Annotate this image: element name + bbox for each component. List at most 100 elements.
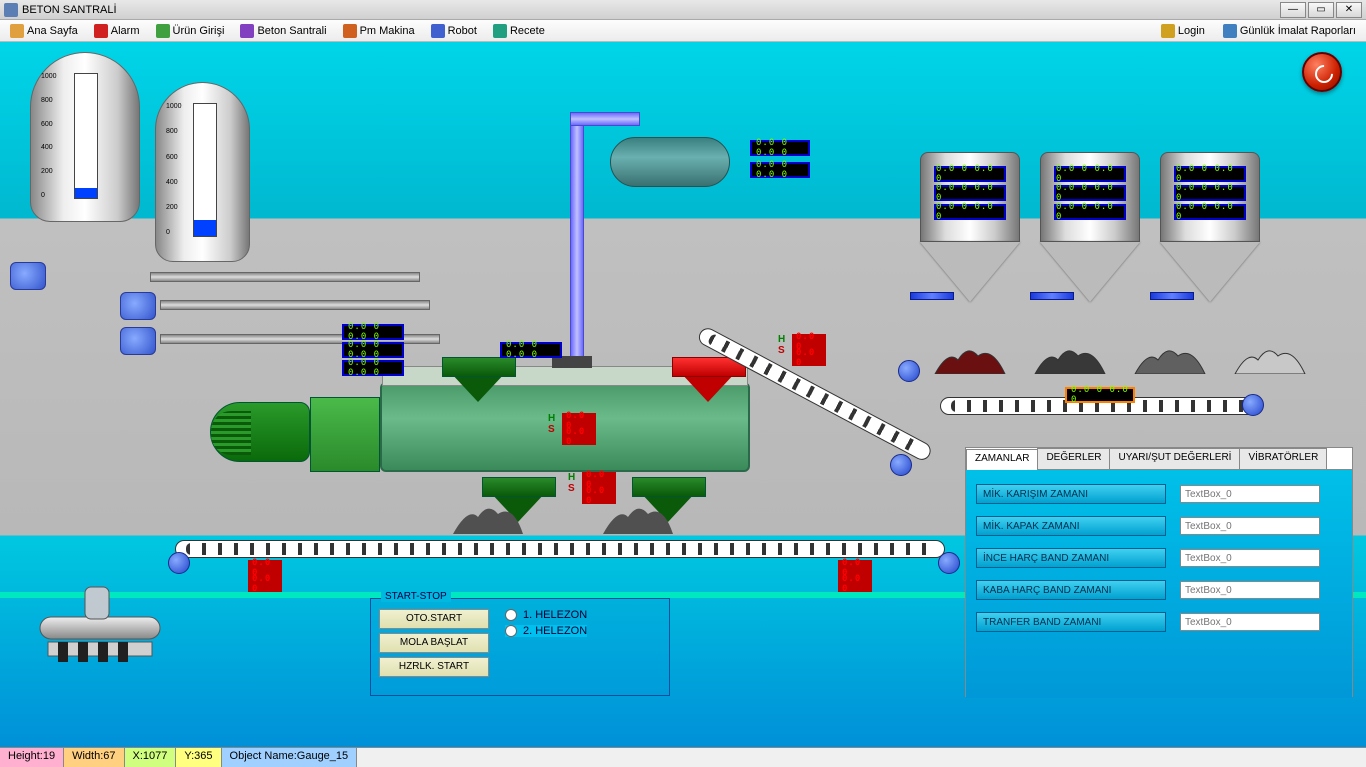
menu-item-5[interactable]: Robot (427, 22, 481, 40)
mixer-readout-1: 0.0 0 0.0 0 (342, 324, 404, 340)
form-label-0[interactable]: MİK. KARIŞIM ZAMANI (976, 484, 1166, 504)
silo-2: 0.0 0 0.0 0 0.0 0 0.0 0 0.0 0 0.0 0 (1040, 152, 1140, 302)
tab-body: MİK. KARIŞIM ZAMANI MİK. KAPAK ZAMANI İN… (966, 470, 1352, 698)
aggregate-pile-2 (1030, 342, 1110, 374)
status-bar: Height:19 Width:67 X:1077 Y:365 Object N… (0, 747, 1366, 767)
menu-icon (156, 24, 170, 38)
menu-item-3[interactable]: Beton Santrali (236, 22, 330, 40)
valve-2 (1030, 292, 1074, 300)
conv-readout-l2: 0.0 0 (248, 576, 282, 592)
conv-readout-r2: 0.0 0 (838, 576, 872, 592)
menu-right-1[interactable]: Günlük İmalat Raporları (1219, 22, 1360, 40)
minimize-button[interactable]: — (1280, 2, 1306, 18)
pile-under-2 (598, 502, 678, 534)
motor (210, 402, 310, 462)
aggregate-pile-4 (1230, 342, 1310, 374)
settings-panel: ZAMANLARDEĞERLERUYARI/ŞUT DEĞERLERİVİBRA… (965, 447, 1353, 697)
ss-button-1[interactable]: MOLA BAŞLAT (379, 633, 489, 653)
mixer-readout-3: 0.0 0 0.0 0 (342, 360, 404, 376)
close-button[interactable]: ✕ (1336, 2, 1362, 18)
window-title: BETON SANTRALİ (22, 4, 117, 16)
hs-label-1: HS (548, 413, 555, 435)
hs-readout-3s: 0.0 0 (792, 350, 826, 366)
form-input-0[interactable] (1180, 485, 1320, 503)
menu-icon (1223, 24, 1237, 38)
roller-m1 (168, 552, 190, 574)
menu-item-4[interactable]: Pm Makina (339, 22, 419, 40)
pipe-horizontal (570, 112, 640, 126)
pipe-1 (150, 272, 420, 282)
roller-a1 (898, 360, 920, 382)
tab-1[interactable]: DEĞERLER (1037, 448, 1110, 469)
hs-label-2: HS (568, 472, 575, 494)
helezon-radio-2[interactable]: 2. HELEZON (505, 625, 587, 637)
status-y: Y:365 (176, 748, 221, 767)
pile-under-1 (448, 502, 528, 534)
form-label-2[interactable]: İNCE HARÇ BAND ZAMANI (976, 548, 1166, 568)
form-input-2[interactable] (1180, 549, 1320, 567)
pump-3 (120, 327, 156, 355)
hs-readout-1s: 0.0 0 (562, 429, 596, 445)
tab-0[interactable]: ZAMANLAR (966, 449, 1038, 470)
silo-1-readout-2: 0.0 0 0.0 0 (934, 185, 1006, 201)
menu-label: Robot (448, 25, 477, 37)
valve-1 (910, 292, 954, 300)
tank-2: 10008006004002000 (155, 82, 250, 262)
title-bar: BETON SANTRALİ — ▭ ✕ (0, 0, 1366, 20)
menu-item-0[interactable]: Ana Sayfa (6, 22, 82, 40)
silo-3-readout-3: 0.0 0 0.0 0 (1174, 204, 1246, 220)
silo-3-readout-2: 0.0 0 0.0 0 (1174, 185, 1246, 201)
pipe-vertical (570, 112, 584, 382)
status-width: Width:67 (64, 748, 124, 767)
form-row-2: İNCE HARÇ BAND ZAMANI (976, 548, 1342, 568)
silo-2-readout-2: 0.0 0 0.0 0 (1054, 185, 1126, 201)
form-row-3: KABA HARÇ BAND ZAMANI (976, 580, 1342, 600)
menu-icon (493, 24, 507, 38)
roller-d1 (890, 454, 912, 476)
roller-a2 (1242, 394, 1264, 416)
pump-1 (10, 262, 46, 290)
menu-label: Recete (510, 25, 545, 37)
start-stop-title: START-STOP (381, 591, 451, 602)
silo-1: 0.0 0 0.0 0 0.0 0 0.0 0 0.0 0 0.0 0 (920, 152, 1020, 302)
menu-item-2[interactable]: Ürün Girişi (152, 22, 229, 40)
radio-icon (505, 609, 517, 621)
emergency-stop-button[interactable] (1302, 52, 1342, 92)
form-input-3[interactable] (1180, 581, 1320, 599)
silo-1-readout-1: 0.0 0 0.0 0 (934, 166, 1006, 182)
status-height: Height:19 (0, 748, 64, 767)
start-stop-panel: START-STOP OTO.STARTMOLA BAŞLATHZRLK. ST… (370, 598, 670, 696)
menu-icon (431, 24, 445, 38)
helezon-radio-1[interactable]: 1. HELEZON (505, 609, 587, 621)
mixer-readout-mid: 0.0 0 0.0 0 (500, 342, 562, 358)
tab-3[interactable]: VİBRATÖRLER (1239, 448, 1327, 469)
pipe-2 (160, 300, 430, 310)
menu-icon (1161, 24, 1175, 38)
form-input-1[interactable] (1180, 517, 1320, 535)
form-label-3[interactable]: KABA HARÇ BAND ZAMANI (976, 580, 1166, 600)
menu-item-6[interactable]: Recete (489, 22, 549, 40)
silo-1-readout-3: 0.0 0 0.0 0 (934, 204, 1006, 220)
menu-icon (10, 24, 24, 38)
radio-icon (505, 625, 517, 637)
menu-label: Beton Santrali (257, 25, 326, 37)
gearbox (310, 397, 380, 472)
aggregate-pile-3 (1130, 342, 1210, 374)
menu-icon (343, 24, 357, 38)
ss-button-2[interactable]: HZRLK. START (379, 657, 489, 677)
ss-button-0[interactable]: OTO.START (379, 609, 489, 629)
form-label-4[interactable]: TRANFER BAND ZAMANI (976, 612, 1166, 632)
menu-right-0[interactable]: Login (1157, 22, 1209, 40)
form-input-4[interactable] (1180, 613, 1320, 631)
htank-readout-2: 0.0 0 0.0 0 (750, 162, 810, 178)
aggregate-pile-1 (930, 342, 1010, 374)
menu-label: Alarm (111, 25, 140, 37)
silo-2-readout-3: 0.0 0 0.0 0 (1054, 204, 1126, 220)
maximize-button[interactable]: ▭ (1308, 2, 1334, 18)
silo-3-readout-1: 0.0 0 0.0 0 (1174, 166, 1246, 182)
menu-bar: Ana Sayfa Alarm Ürün Girişi Beton Santrali P… (0, 20, 1366, 42)
menu-item-1[interactable]: Alarm (90, 22, 144, 40)
window-controls: — ▭ ✕ (1280, 2, 1362, 18)
form-label-1[interactable]: MİK. KAPAK ZAMANI (976, 516, 1166, 536)
tab-2[interactable]: UYARI/ŞUT DEĞERLERİ (1109, 448, 1240, 469)
